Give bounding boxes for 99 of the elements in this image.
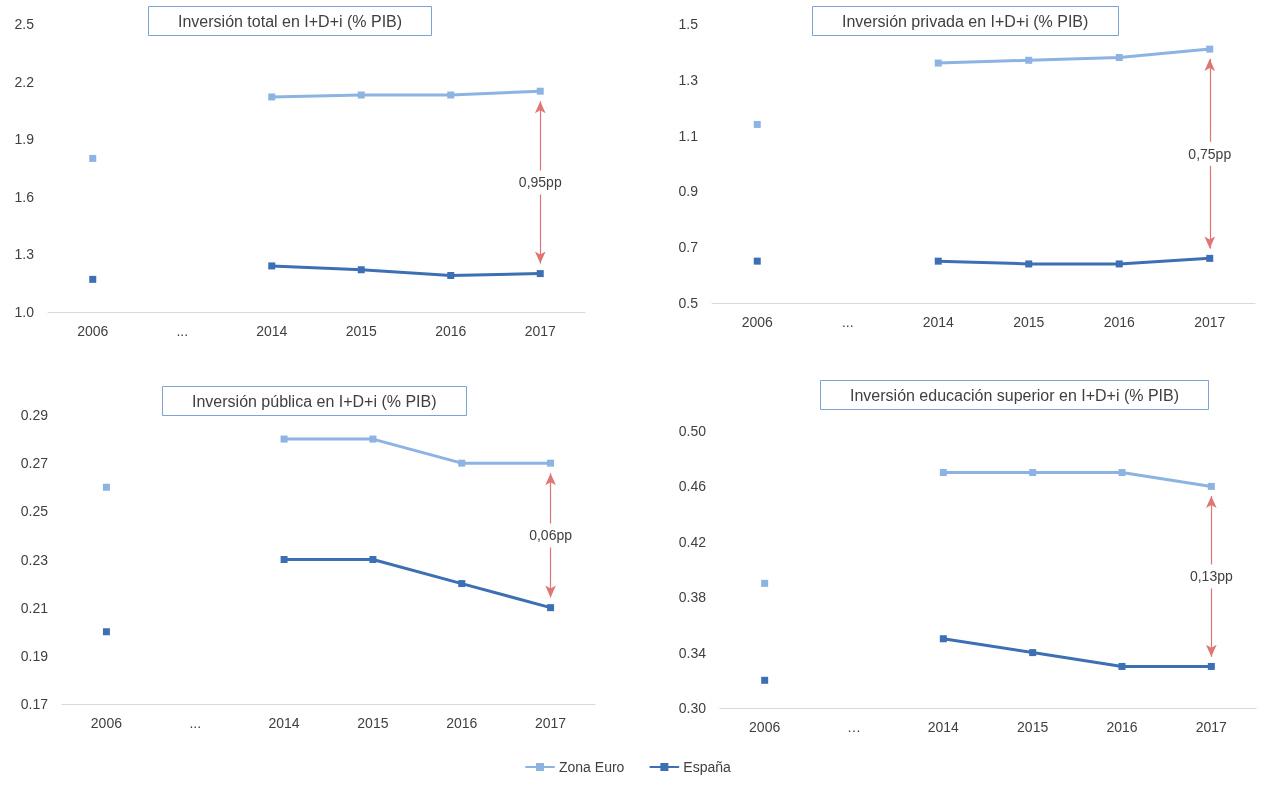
y-tick-label: 0.42 — [678, 533, 707, 550]
annotation: 0,06pp — [529, 527, 573, 544]
point — [939, 469, 947, 477]
x-tick-label: 2016 — [435, 323, 467, 339]
y-tick-label: 0.19 — [20, 647, 49, 664]
y-tick-label: 0.17 — [20, 696, 49, 712]
point — [536, 87, 544, 95]
y-tick-label: 0.29 — [20, 407, 49, 423]
legend-label: Zona Euro — [559, 759, 625, 775]
point — [369, 556, 377, 563]
y-tick-label: 1.6 — [14, 188, 35, 205]
chart-title: Inversión educación superior en I+D+i (% PIB) — [850, 386, 1180, 404]
x-tick-label: 2017 — [535, 715, 567, 731]
y-tick-label: 0.21 — [20, 599, 49, 616]
x-tick-label: 2014 — [256, 323, 288, 339]
annotation: 0,95pp — [518, 174, 562, 191]
y-tick-label: 2.2 — [14, 73, 35, 90]
y-tick-label: 0.38 — [678, 589, 707, 606]
point — [458, 459, 466, 467]
x-tick-label: 2015 — [1013, 314, 1045, 330]
point — [268, 262, 276, 270]
point — [447, 272, 455, 280]
y-tick-label: 0.46 — [678, 478, 707, 495]
x-tick-label: 2015 — [345, 323, 378, 339]
point — [89, 154, 97, 162]
point — [447, 91, 455, 99]
chart-title: Inversión privada en I+D+i (% PIB) — [842, 12, 1089, 30]
legend-label: España — [683, 759, 732, 775]
x-tick-label: 2014 — [927, 719, 960, 735]
point — [547, 459, 555, 467]
point — [268, 93, 276, 101]
x-tick-label: 2014 — [922, 314, 955, 330]
point — [458, 580, 466, 588]
x-tick-label: 2006 — [749, 719, 781, 735]
y-tick-label: 1.5 — [678, 16, 699, 32]
x-tick-label: 2006 — [741, 314, 774, 330]
y-tick-label: 0.30 — [678, 700, 707, 716]
point — [1025, 260, 1033, 268]
y-tick-label: 0.27 — [20, 455, 49, 472]
point — [934, 257, 942, 265]
y-tick-label: 0.34 — [678, 644, 707, 661]
point — [939, 635, 947, 643]
point — [102, 628, 110, 636]
y-tick-label: 0.9 — [678, 183, 699, 200]
annotation: 0,13pp — [1189, 568, 1233, 585]
y-tick-label: 0.50 — [678, 423, 707, 439]
point — [1206, 45, 1214, 53]
point — [547, 604, 555, 612]
point — [934, 59, 942, 67]
point — [753, 120, 761, 128]
y-tick-label: 1.0 — [14, 304, 35, 320]
x-tick-label: 2017 — [1194, 314, 1226, 330]
point — [1115, 53, 1123, 61]
y-tick-label: 0.7 — [678, 239, 699, 256]
y-tick-label: 1.1 — [678, 127, 699, 144]
x-tick-label: 2006 — [77, 323, 109, 339]
x-tick-label: 2017 — [1195, 719, 1228, 735]
point — [1118, 662, 1126, 670]
y-tick-label: 0.5 — [678, 295, 699, 311]
x-tick-label: ... — [176, 323, 189, 339]
point — [1025, 56, 1033, 64]
chart-title: Inversión total en I+D+i (% PIB) — [178, 12, 403, 30]
y-tick-label: 1.3 — [14, 246, 35, 263]
x-tick-label: 2016 — [446, 715, 478, 731]
point — [1206, 254, 1214, 262]
point — [1118, 469, 1126, 477]
point — [369, 435, 377, 443]
x-tick-label: 2015 — [357, 715, 389, 731]
point — [761, 579, 769, 587]
x-tick-label: 2006 — [90, 715, 123, 731]
y-tick-label: 1.9 — [14, 131, 35, 148]
x-tick-label: ... — [841, 314, 854, 330]
point — [1029, 469, 1037, 477]
point — [1207, 662, 1215, 670]
point — [1207, 482, 1215, 490]
point — [280, 556, 288, 563]
x-tick-label: 2015 — [1017, 719, 1049, 735]
chart-title: Inversión pública en I+D+i (% PIB) — [192, 392, 437, 410]
x-tick-label: 2014 — [268, 715, 300, 731]
x-tick-label: ... — [189, 715, 202, 731]
y-tick-label: 2.5 — [14, 16, 35, 32]
y-tick-label: 1.3 — [678, 71, 699, 88]
annotation: 0,75pp — [1188, 145, 1232, 162]
point — [89, 275, 97, 283]
x-tick-label: 2017 — [524, 323, 557, 339]
point — [1115, 260, 1123, 268]
point — [536, 270, 544, 278]
y-tick-label: 0.25 — [20, 503, 49, 520]
x-tick-label: 2016 — [1103, 314, 1136, 330]
point — [761, 676, 769, 684]
point — [357, 266, 365, 274]
point — [1029, 649, 1037, 657]
point — [753, 257, 761, 265]
point — [280, 435, 288, 443]
point — [357, 91, 365, 99]
y-tick-label: 0.23 — [20, 551, 49, 568]
x-tick-label: … — [847, 719, 861, 735]
x-tick-label: 2016 — [1106, 719, 1138, 735]
point — [102, 483, 110, 491]
